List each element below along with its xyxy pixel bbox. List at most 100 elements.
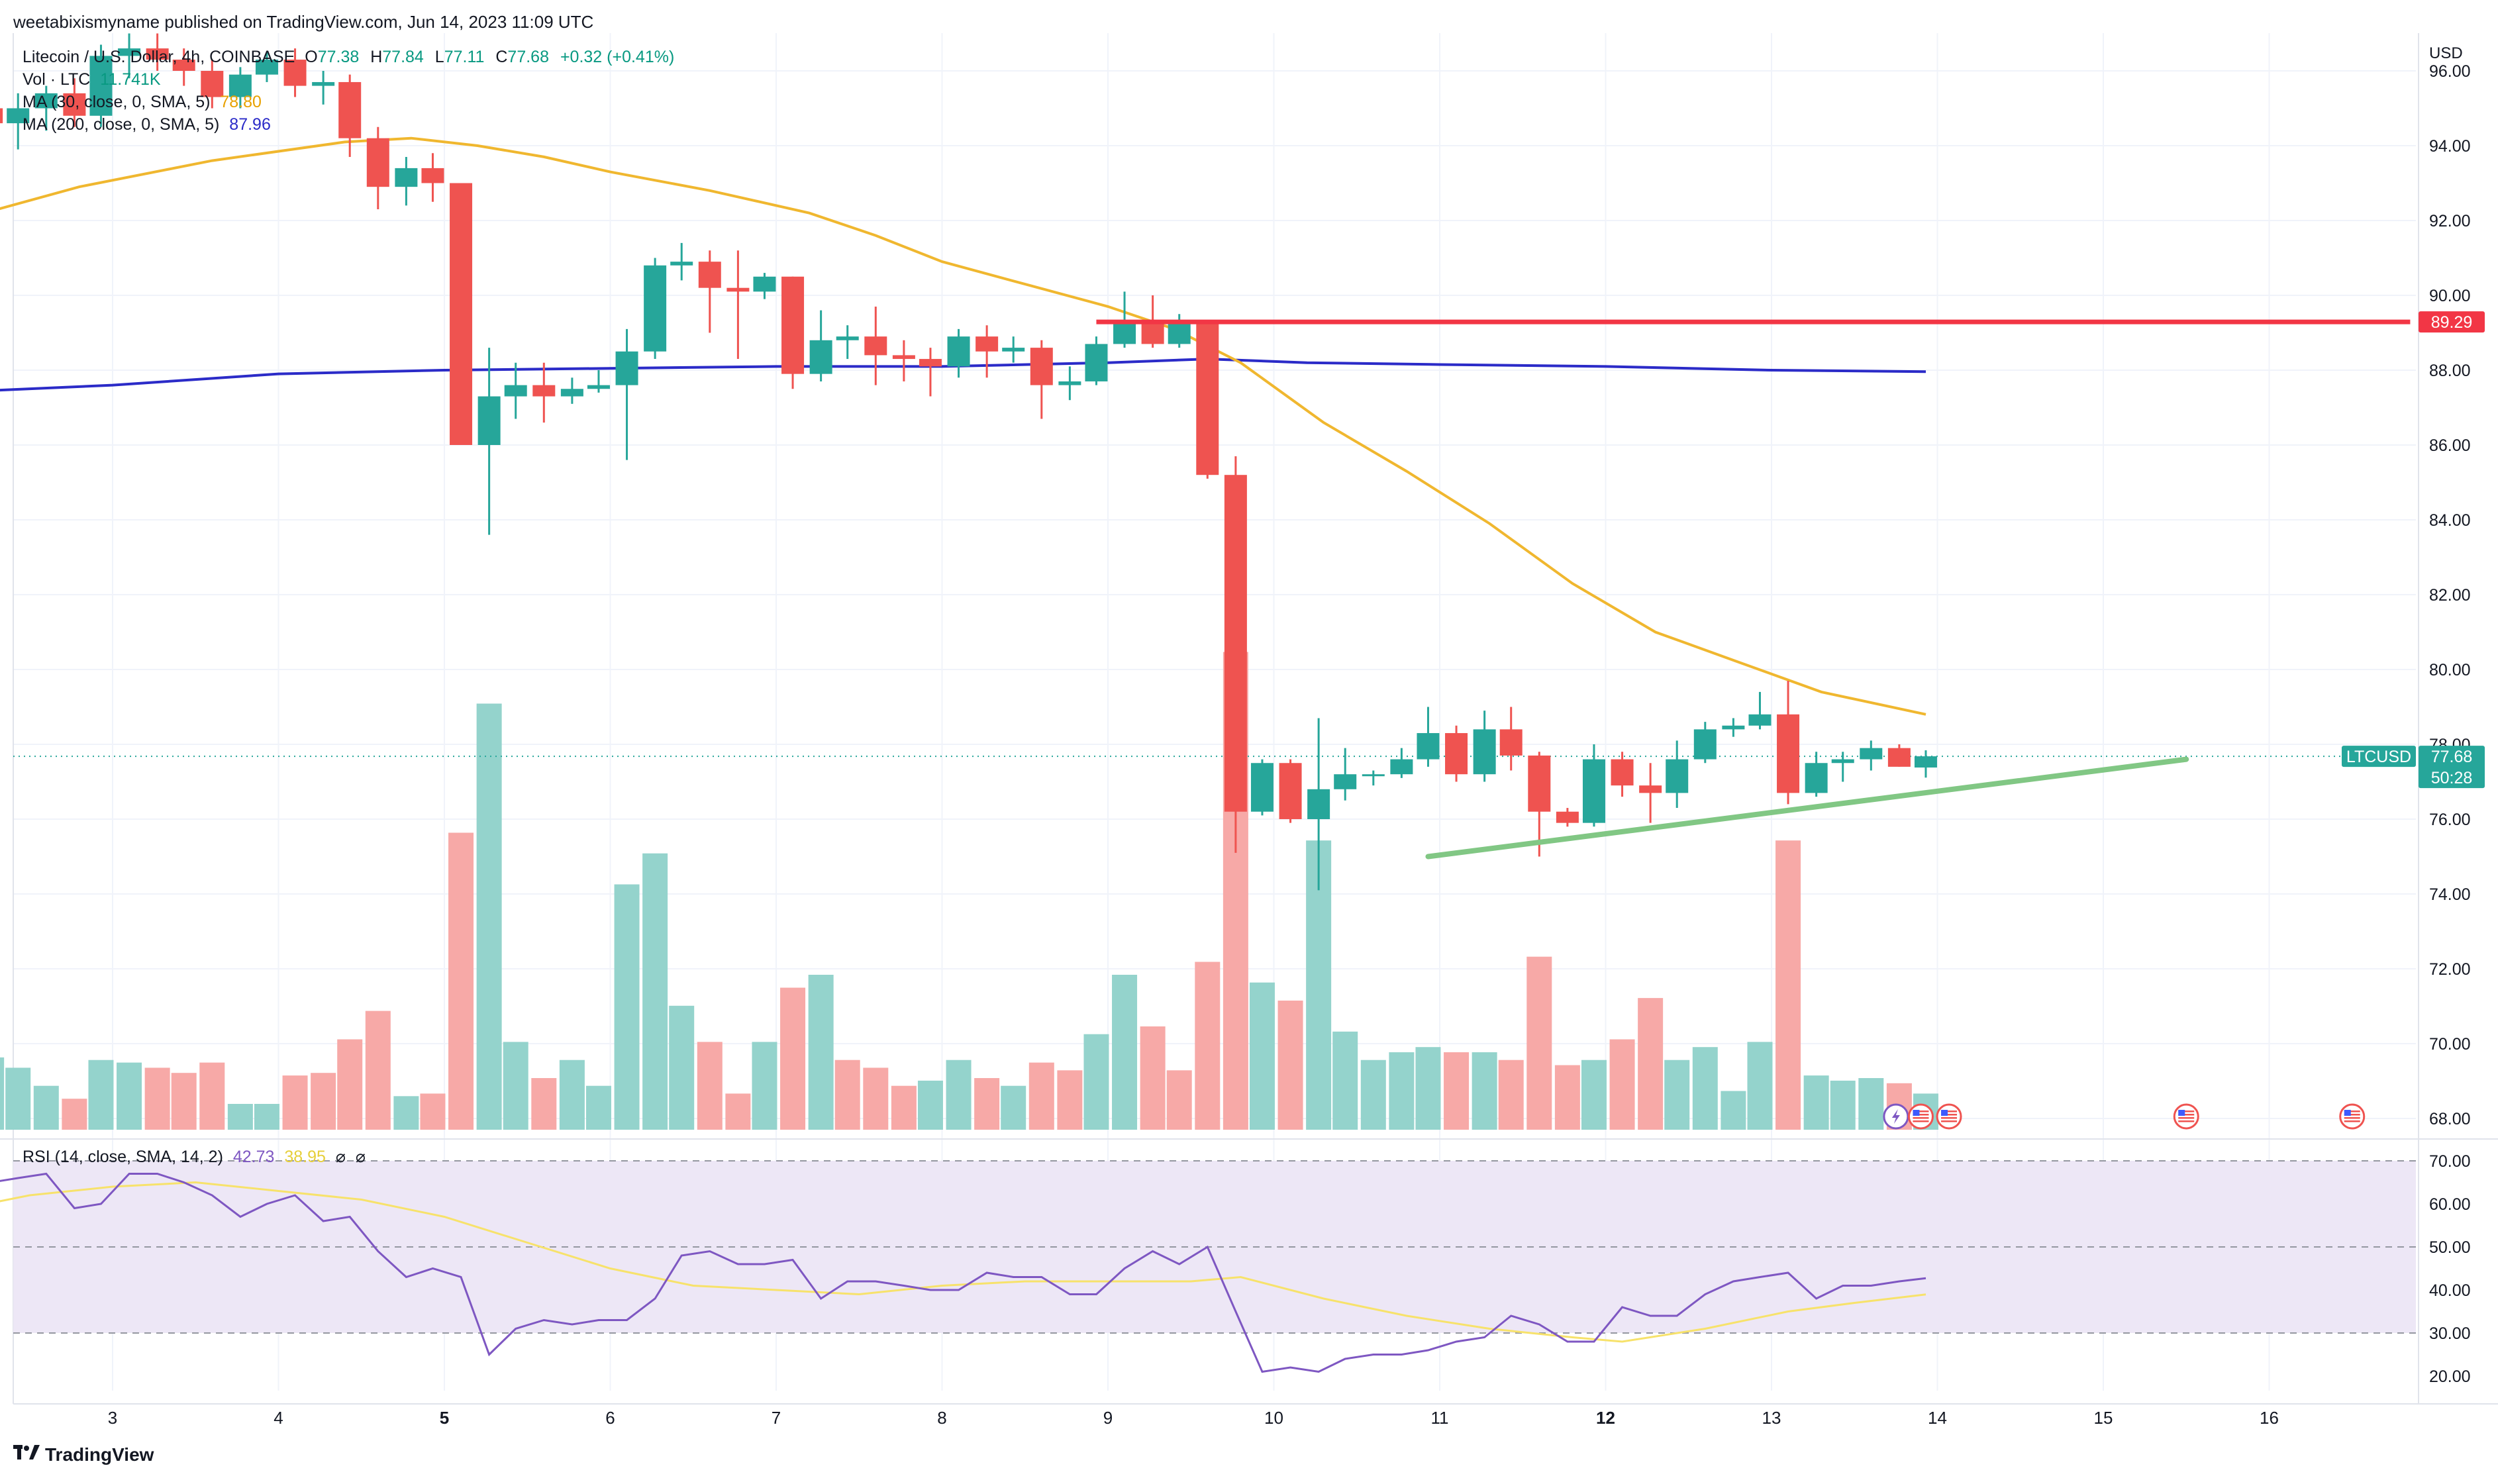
rsi-tick-label: 30.00 bbox=[2429, 1324, 2471, 1343]
candle-body bbox=[726, 287, 750, 292]
legend-volume: Vol · LTC 11.741K bbox=[23, 70, 166, 89]
price-tags: 89.29 LTCUSD 77.68 50:28 bbox=[2342, 311, 2485, 789]
volume-bar bbox=[5, 1067, 31, 1130]
flag-icon-stripe bbox=[1913, 1114, 1929, 1116]
candle-body bbox=[1777, 714, 1800, 793]
candle-body bbox=[615, 351, 638, 385]
legend-symbol[interactable]: Litecoin / U.S. Dollar, 4h, COINBASE bbox=[23, 48, 295, 66]
candle-body bbox=[1693, 729, 1717, 760]
tradingview-logo-icon bbox=[13, 1444, 40, 1466]
candle-body bbox=[532, 385, 556, 397]
candle-body bbox=[1058, 381, 1081, 385]
candle-body bbox=[781, 276, 805, 374]
legend-h-value: 77.84 bbox=[382, 48, 424, 66]
flag-icon-ring bbox=[1907, 1103, 1934, 1130]
candle-body bbox=[1224, 475, 1247, 812]
volume-bar bbox=[1028, 1062, 1054, 1130]
flag-icon-ring bbox=[2339, 1103, 2366, 1130]
volume-bar bbox=[669, 1005, 695, 1130]
volume-bar bbox=[1195, 962, 1221, 1130]
volume-bar bbox=[531, 1078, 557, 1130]
legend-ma200-label[interactable]: MA (200, close, 0, SMA, 5) bbox=[23, 115, 220, 134]
candle-body bbox=[1528, 755, 1551, 812]
legend-ma30-value: 78.80 bbox=[220, 93, 262, 111]
volume-bar bbox=[1747, 1042, 1773, 1130]
price-tick-label: 74.00 bbox=[2429, 885, 2471, 904]
candle-body bbox=[1334, 774, 1357, 789]
flag-icon-stripe bbox=[1941, 1120, 1958, 1122]
candle-body bbox=[1279, 763, 1302, 819]
flag-icon-stripe bbox=[2178, 1111, 2195, 1113]
candle-body bbox=[919, 359, 942, 367]
ma200-line bbox=[0, 358, 1926, 392]
flag-icon-stripe bbox=[1913, 1111, 1929, 1113]
candle-body bbox=[1196, 321, 1219, 475]
time-tick-label: 5 bbox=[440, 1408, 449, 1428]
flag-icon-ring bbox=[1936, 1103, 1962, 1130]
candle-body bbox=[172, 60, 195, 71]
time-tick-label: 11 bbox=[1431, 1408, 1449, 1428]
legend-ma30-label[interactable]: MA (30, close, 0, SMA, 5) bbox=[23, 93, 211, 111]
flag-icon-stripe bbox=[1913, 1120, 1929, 1122]
time-tick-label: 12 bbox=[1596, 1408, 1615, 1428]
candle-body bbox=[1860, 748, 1883, 760]
volume-bar bbox=[642, 853, 668, 1130]
candle-body bbox=[450, 183, 473, 445]
legend-o-value: 77.38 bbox=[317, 48, 360, 66]
volume-bar bbox=[1057, 1070, 1083, 1130]
time-tick-label: 3 bbox=[108, 1408, 117, 1428]
candle-body bbox=[975, 336, 999, 352]
volume-bar bbox=[1001, 1085, 1026, 1130]
legend-l-label: L bbox=[434, 48, 444, 66]
volume-bar bbox=[1472, 1052, 1497, 1130]
legend-c-label: C bbox=[495, 48, 508, 66]
volume-bar bbox=[1166, 1070, 1192, 1130]
candle-body bbox=[201, 71, 224, 97]
candle-body bbox=[1556, 811, 1579, 823]
flag-icon-stripe bbox=[1941, 1117, 1958, 1119]
volume-bar bbox=[254, 1104, 279, 1130]
time-tick-label: 9 bbox=[1103, 1408, 1113, 1428]
volume-bar bbox=[448, 832, 474, 1130]
legend-rsi-value: 42.73 bbox=[232, 1148, 275, 1166]
legend-rsi-label[interactable]: RSI (14, close, SMA, 14, 2) bbox=[23, 1148, 223, 1166]
legend-change: +0.32 (+0.41%) bbox=[560, 48, 675, 66]
resistance-price-tag bbox=[2419, 311, 2485, 333]
volume-bar bbox=[1581, 1060, 1607, 1130]
legend-ma200-value: 87.96 bbox=[229, 115, 271, 134]
volume-bar bbox=[1775, 840, 1801, 1130]
candle-body bbox=[1113, 321, 1136, 344]
candle-body bbox=[1582, 759, 1605, 823]
candle-body bbox=[698, 262, 721, 288]
price-tick-label: 86.00 bbox=[2429, 436, 2471, 455]
event-icons bbox=[1883, 1103, 2366, 1130]
legend-vol-label[interactable]: Vol · LTC bbox=[23, 70, 91, 89]
candle-body bbox=[1002, 348, 1025, 352]
volume-bar bbox=[585, 1085, 611, 1130]
publisher-line: weetabixismyname published on TradingVie… bbox=[13, 12, 594, 32]
axes: USD96.0094.0092.0090.0088.0086.0084.0082… bbox=[108, 44, 2471, 1428]
candle-body bbox=[670, 262, 693, 266]
candle-body bbox=[1473, 729, 1496, 775]
candle-body bbox=[504, 385, 527, 397]
tradingview-logo[interactable]: TradingView bbox=[13, 1444, 154, 1466]
volume-bar bbox=[1526, 956, 1552, 1130]
legend-rsi-extra-2: ⌀ bbox=[355, 1148, 366, 1166]
flag-icon-stripe bbox=[2344, 1111, 2360, 1113]
volume-bar bbox=[834, 1060, 860, 1130]
volume-bar bbox=[282, 1075, 308, 1130]
candle-body bbox=[1250, 763, 1274, 812]
volume-bar bbox=[1360, 1060, 1386, 1130]
volume-bar bbox=[171, 1073, 197, 1130]
flag-us-icon bbox=[2339, 1103, 2366, 1130]
volume-bar bbox=[144, 1067, 170, 1130]
volume-bar bbox=[1277, 1001, 1303, 1130]
rsi-tick-label: 40.00 bbox=[2429, 1281, 2471, 1300]
volume-bar bbox=[311, 1073, 336, 1130]
volume-bar bbox=[1692, 1047, 1718, 1130]
time-tick-label: 15 bbox=[2094, 1408, 2113, 1428]
rsi-tick-label: 20.00 bbox=[2429, 1367, 2471, 1386]
candle-body bbox=[1722, 725, 1745, 730]
